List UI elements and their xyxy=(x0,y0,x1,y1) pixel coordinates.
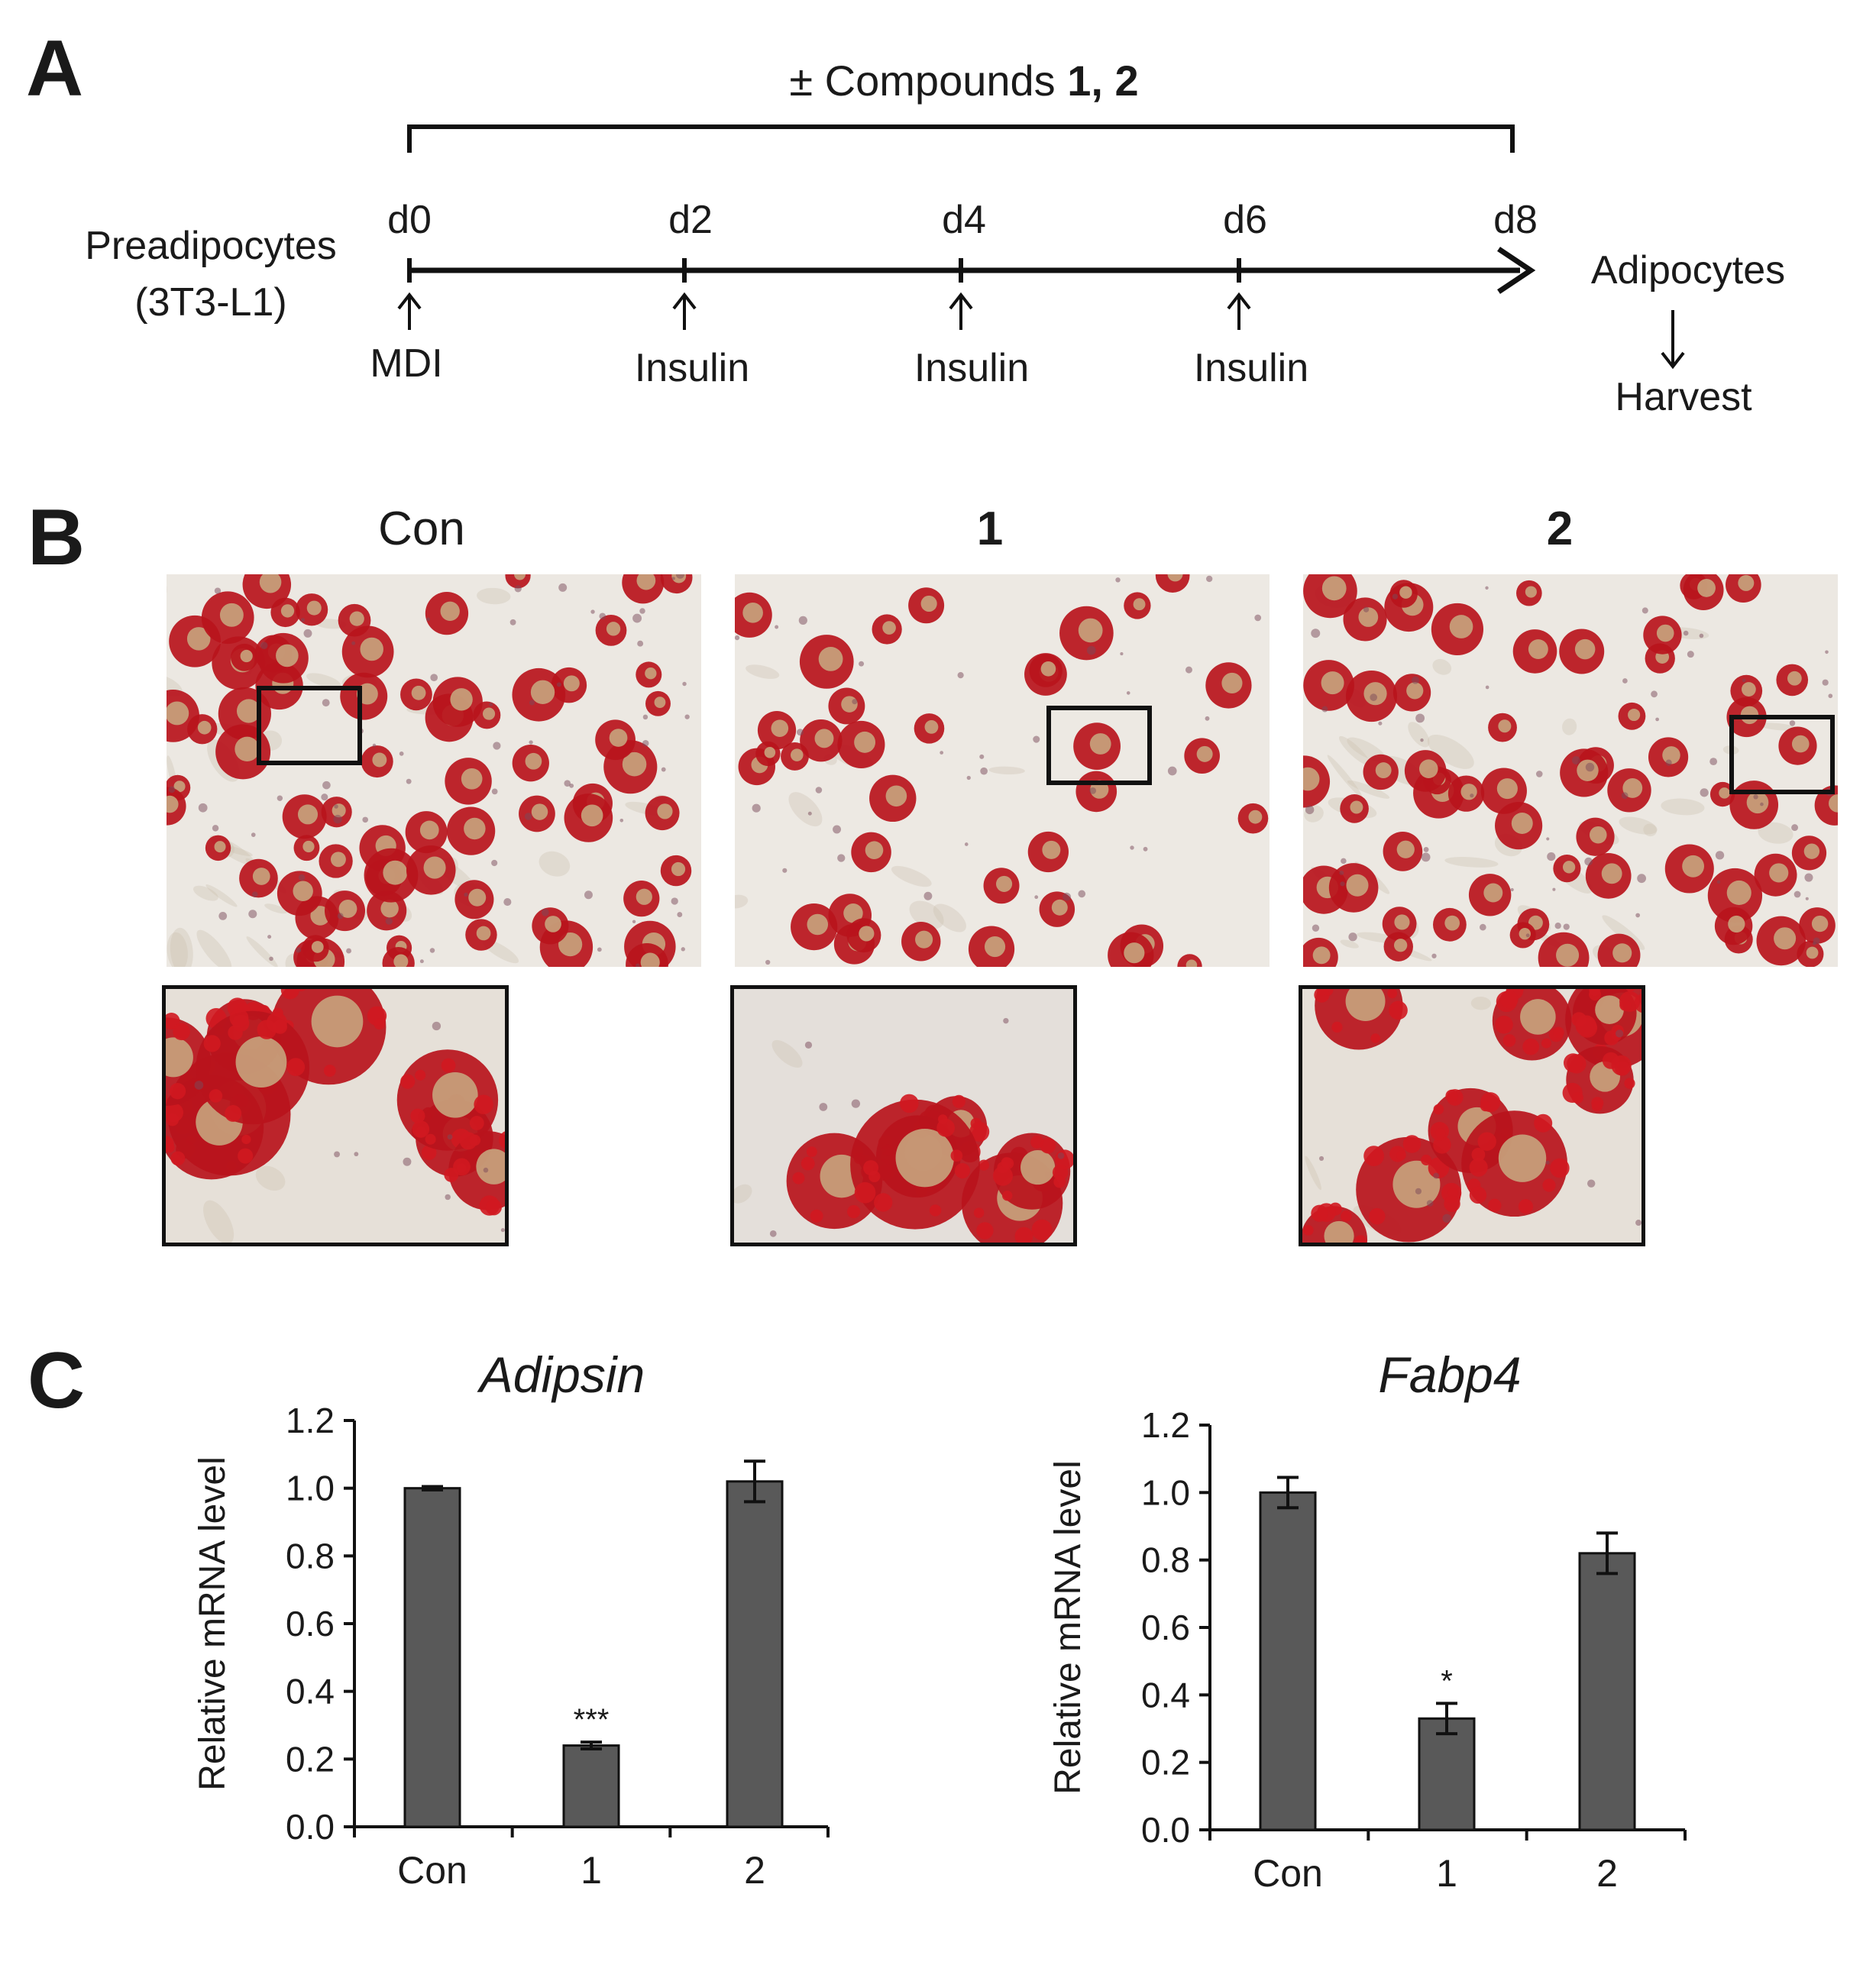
y-tick-label: 1.0 xyxy=(1141,1472,1190,1512)
zoom-inset-1 xyxy=(730,985,1077,1246)
treatment-label-insulin-d2: Insulin xyxy=(634,346,750,390)
roi-box-1 xyxy=(1046,706,1152,785)
treatment-label-mdi: MDI xyxy=(370,341,443,386)
y-tick-label: 0.6 xyxy=(1141,1608,1190,1647)
treatment-label-insulin-d4: Insulin xyxy=(914,346,1030,390)
compounds-label: ± Compounds 1, 2 xyxy=(789,60,1138,102)
y-axis-title: Relative mRNA level xyxy=(192,1456,233,1790)
day-label-d4: d4 xyxy=(942,198,986,242)
micrograph-con xyxy=(167,574,701,967)
y-tick-label: 1.2 xyxy=(1141,1405,1190,1445)
bar-2 xyxy=(726,1480,784,1828)
y-tick-label: 1.0 xyxy=(286,1469,335,1508)
y-tick-label: 0.2 xyxy=(1141,1743,1190,1782)
group-label-2: 2 xyxy=(1546,503,1574,555)
compounds-numbers: 1, 2 xyxy=(1067,57,1139,105)
end-cell-label: Adipocytes xyxy=(1590,248,1786,292)
zoom-inset-2 xyxy=(1299,985,1645,1246)
error-bar xyxy=(581,1740,602,1751)
y-tick-label: 0.4 xyxy=(286,1672,335,1711)
bar-con xyxy=(1259,1491,1317,1831)
end-action-label: Harvest xyxy=(1615,375,1752,419)
significance-label: * xyxy=(1441,1664,1453,1698)
y-tick-label: 0.4 xyxy=(1141,1675,1190,1715)
panel-b-letter: B xyxy=(27,493,86,582)
chart-title-fabp4: Fabp4 xyxy=(1378,1346,1522,1403)
category-label: 1 xyxy=(1436,1852,1457,1895)
y-tick-label: 0.8 xyxy=(286,1536,335,1576)
day-label-d2: d2 xyxy=(668,198,713,242)
error-bar xyxy=(1277,1475,1299,1510)
category-label: 2 xyxy=(744,1849,765,1892)
bar-2 xyxy=(1578,1552,1636,1831)
micrograph-2 xyxy=(1303,574,1838,967)
bar-chart-adipsin: 0.0 0.2 0.4 0.6 0.8 1.0 1.2 Con 1 *** 2 Relative mR… xyxy=(192,1401,830,1892)
y-tick-label: 0.0 xyxy=(286,1807,335,1847)
day-label-d8: d8 xyxy=(1493,198,1538,242)
micrograph-1 xyxy=(735,574,1270,967)
treatment-label-insulin-d6: Insulin xyxy=(1193,346,1309,390)
error-bar xyxy=(744,1459,765,1504)
category-label: 1 xyxy=(581,1849,602,1892)
y-tick-label: 0.6 xyxy=(286,1604,335,1643)
error-bar xyxy=(1596,1531,1618,1576)
y-tick-label: 0.8 xyxy=(1141,1540,1190,1580)
error-bar xyxy=(422,1485,443,1492)
day-label-d6: d6 xyxy=(1223,198,1267,242)
compounds-prefix: ± Compounds xyxy=(789,57,1056,105)
zoom-inset-con xyxy=(162,985,509,1246)
y-axis-title: Relative mRNA level xyxy=(1048,1460,1088,1794)
roi-box-2 xyxy=(1729,715,1835,794)
y-tick-label: 1.2 xyxy=(286,1401,335,1440)
significance-label: *** xyxy=(574,1703,610,1737)
start-cell-line: (3T3-L1) xyxy=(134,280,287,325)
chart-title-adipsin: Adipsin xyxy=(479,1346,645,1403)
panel-a-letter: A xyxy=(26,24,84,113)
category-label: Con xyxy=(1253,1852,1323,1895)
group-label-con: Con xyxy=(378,503,465,555)
error-bar xyxy=(1436,1702,1457,1736)
y-tick-label: 0.0 xyxy=(1141,1810,1190,1850)
category-label: 2 xyxy=(1596,1852,1618,1895)
panel-c-letter: C xyxy=(27,1336,86,1425)
start-cell-label: Preadipocytes xyxy=(85,224,337,268)
y-tick-label: 0.2 xyxy=(286,1739,335,1779)
bar-1 xyxy=(1418,1717,1476,1831)
roi-box-con xyxy=(257,686,362,765)
category-label: Con xyxy=(397,1849,467,1892)
day-label-d0: d0 xyxy=(387,198,432,242)
bar-con xyxy=(403,1487,461,1828)
group-label-1: 1 xyxy=(976,503,1004,555)
